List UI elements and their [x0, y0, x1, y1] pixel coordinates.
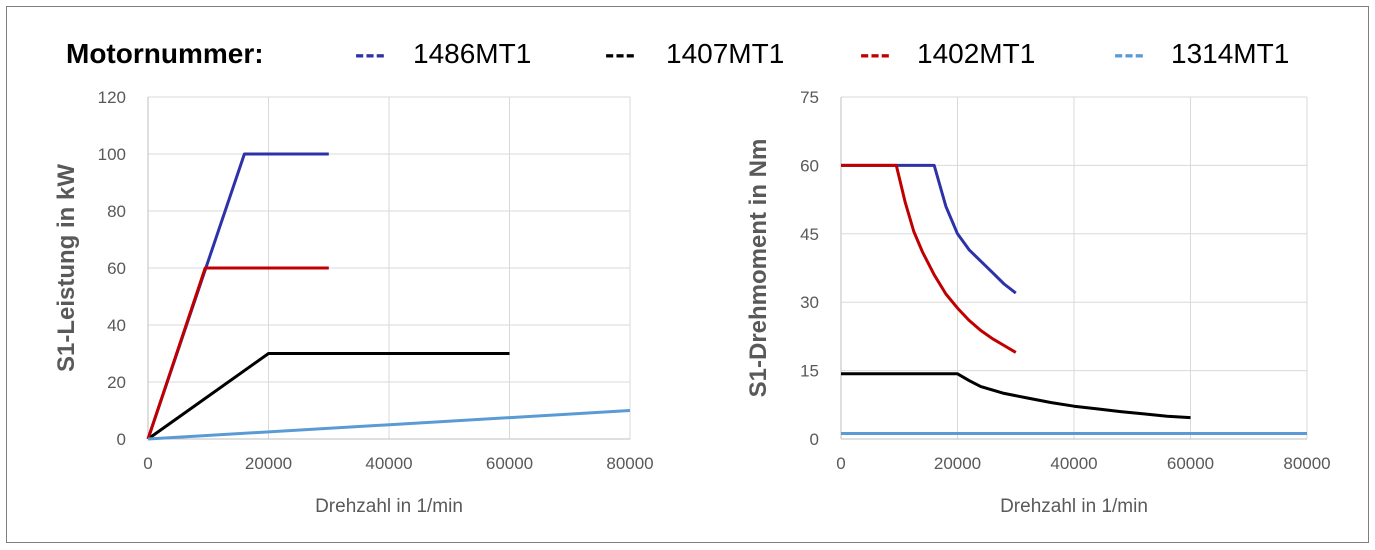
- y-tick-label: 75: [800, 88, 819, 107]
- x-tick-label: 40000: [365, 454, 412, 473]
- y-tick-label: 30: [800, 293, 819, 312]
- series-line-1486MT1: [146, 152, 329, 440]
- y-tick-label: 40: [107, 316, 126, 335]
- series-line-1407MT1: [147, 352, 510, 441]
- legend-dash-1407MT1: ---: [605, 38, 636, 69]
- y-axis-title: S1-Drehmoment in Nm: [745, 139, 772, 398]
- series-line-1486MT1: [841, 163, 1017, 295]
- legend-label-1314MT1: 1314MT1: [1171, 38, 1290, 69]
- x-tick-label: 40000: [1050, 454, 1097, 473]
- legend: Motornummer: --- 1486MT1 --- 1407MT1 ---…: [0, 0, 1375, 70]
- legend-dash-1402MT1: ---: [860, 38, 891, 69]
- x-tick-label: 0: [143, 454, 152, 473]
- legend-dash-1314MT1: ---: [1114, 38, 1145, 69]
- legend-label-1486MT1: 1486MT1: [413, 38, 532, 69]
- y-tick-label: 15: [800, 362, 819, 381]
- y-tick-label: 20: [107, 373, 126, 392]
- x-tick-label: 20000: [245, 454, 292, 473]
- x-tick-label: 80000: [1283, 454, 1330, 473]
- y-tick-label: 120: [98, 88, 126, 107]
- chart-frame: [6, 6, 1369, 543]
- legend-title: Motornummer:: [66, 38, 264, 69]
- series-line-1402MT1: [146, 266, 329, 440]
- x-axis-title: Drehzahl in 1/min: [1000, 496, 1148, 517]
- legend-label-1402MT1: 1402MT1: [917, 38, 1036, 69]
- series-line-1314MT1: [147, 409, 631, 441]
- y-tick-label: 0: [810, 430, 819, 449]
- y-tick-label: 80: [107, 202, 126, 221]
- x-tick-label: 80000: [606, 454, 653, 473]
- legend-dash-1486MT1: ---: [355, 38, 386, 69]
- series-line-1407MT1: [841, 372, 1191, 420]
- y-tick-label: 100: [98, 145, 126, 164]
- x-tick-label: 60000: [1167, 454, 1214, 473]
- y-tick-label: 60: [107, 259, 126, 278]
- legend-label-1407MT1: 1407MT1: [666, 38, 785, 69]
- chart-2: 0 20000 40000 60000 80000 0 15 30 45 60 75 Drehzahl…: [745, 88, 1331, 517]
- y-tick-label: 60: [800, 156, 819, 175]
- x-axis-title: Drehzahl in 1/min: [315, 496, 463, 517]
- x-tick-label: 60000: [486, 454, 533, 473]
- y-tick-label: 45: [800, 225, 819, 244]
- x-tick-label: 20000: [934, 454, 981, 473]
- chart-1: 0 20000 40000 60000 80000 0 20 40 60 80 100 120 Dreh…: [53, 88, 654, 517]
- series-line-1402MT1: [841, 163, 1017, 354]
- y-tick-label: 0: [117, 430, 126, 449]
- y-axis-title: S1-Leistung in kW: [53, 164, 80, 372]
- x-tick-label: 0: [836, 454, 845, 473]
